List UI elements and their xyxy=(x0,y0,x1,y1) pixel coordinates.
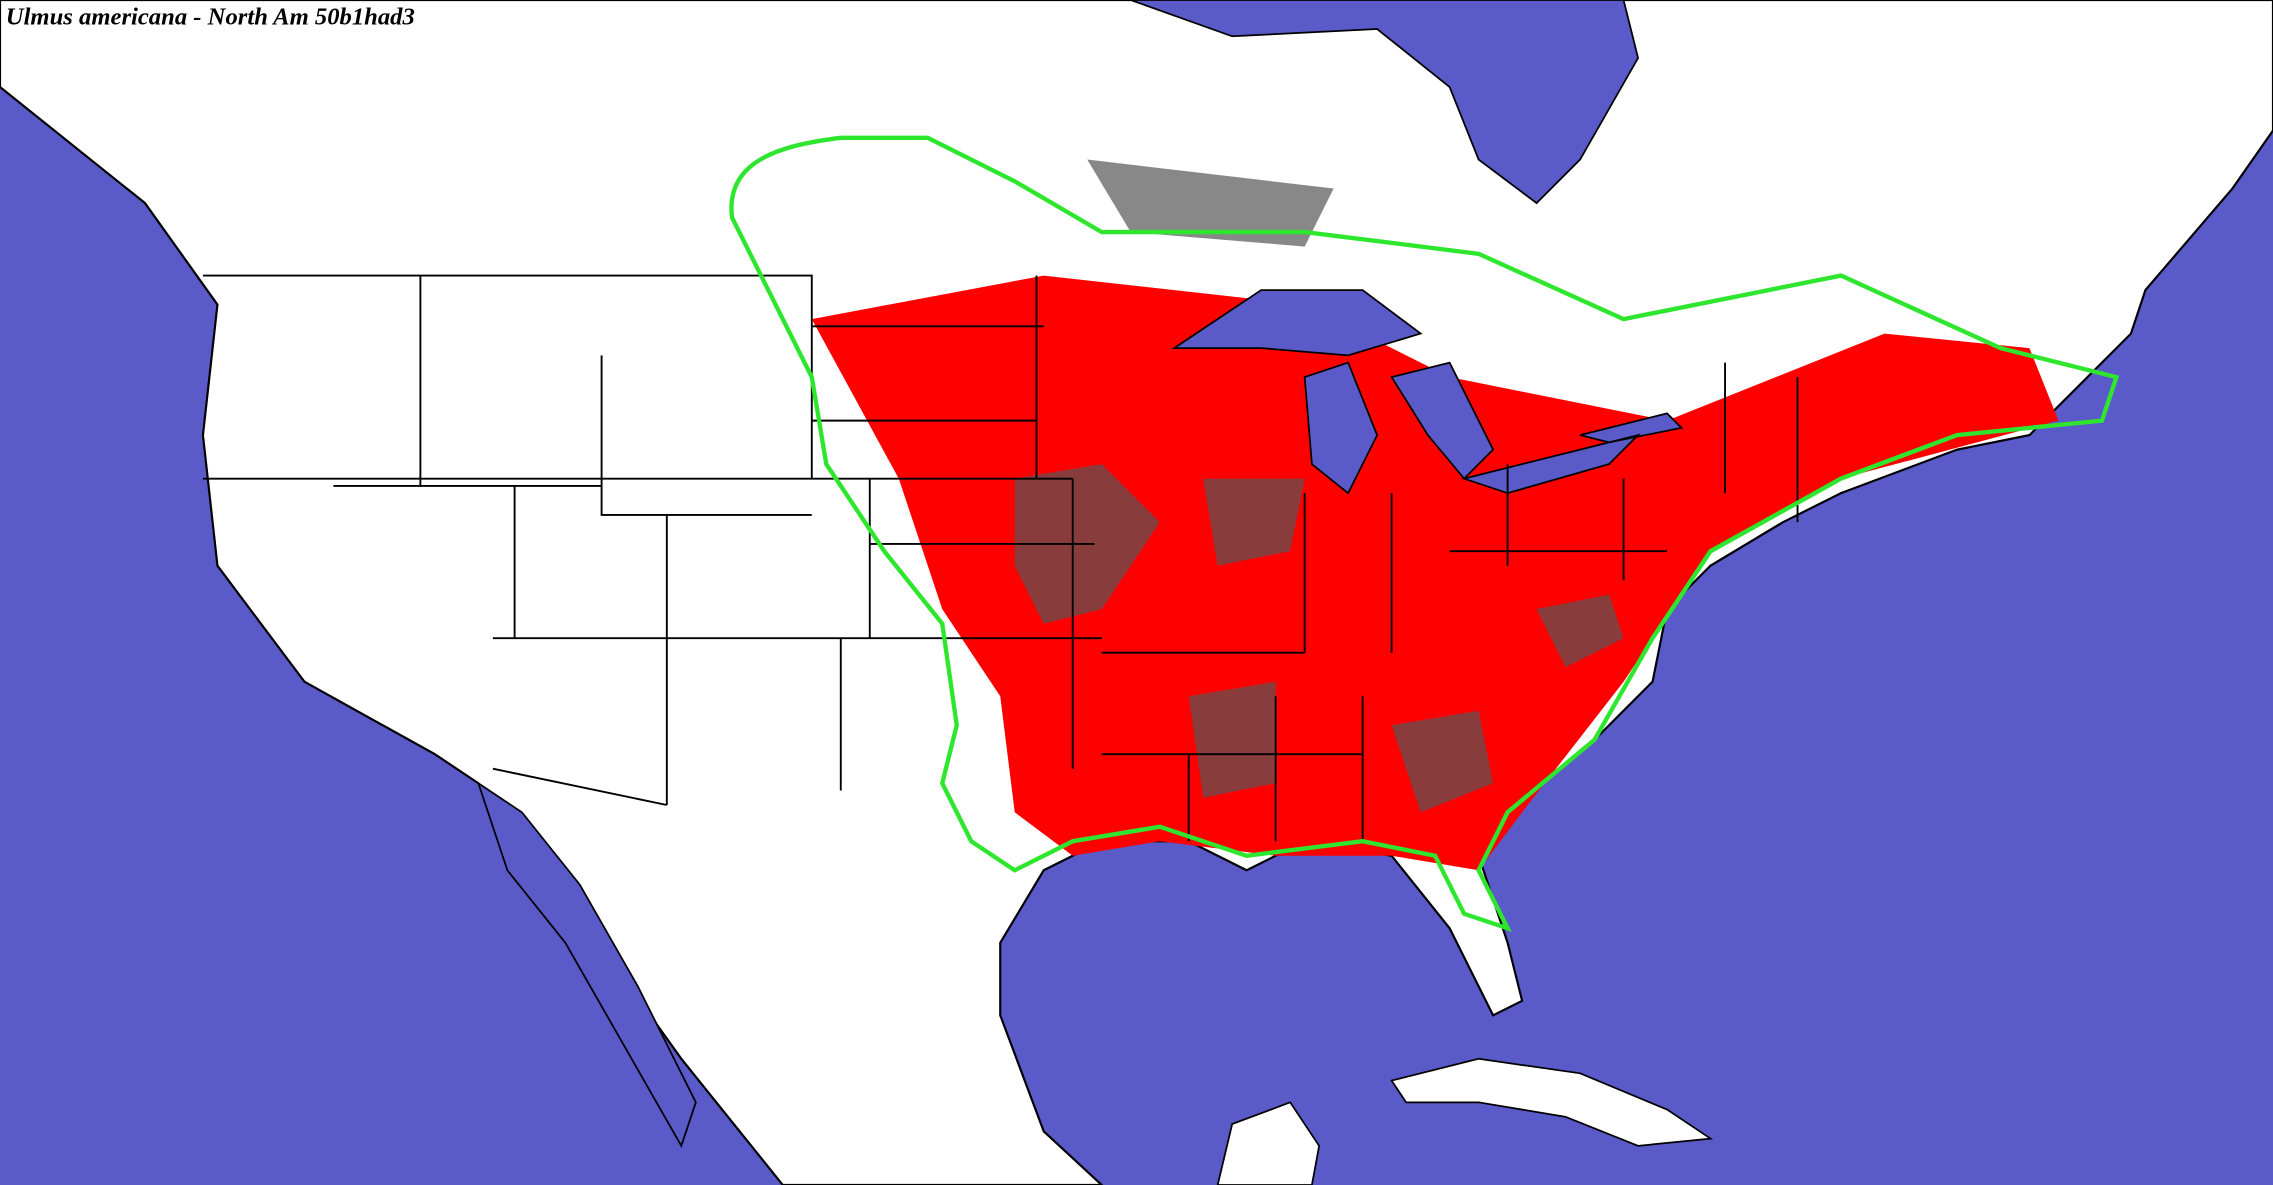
great-lakes xyxy=(1171,289,1684,495)
yucatan xyxy=(1216,1101,1321,1185)
occurrence-red xyxy=(811,275,2059,871)
state-lines xyxy=(202,274,1799,842)
baja-gulf xyxy=(476,781,697,1148)
cuba xyxy=(1390,1057,1714,1147)
hudson-bay xyxy=(1130,0,1639,205)
range-outline xyxy=(729,135,2120,932)
state-line xyxy=(202,274,1799,842)
map-title: Ulmus americana - North Am 50b1had3 xyxy=(6,4,415,31)
